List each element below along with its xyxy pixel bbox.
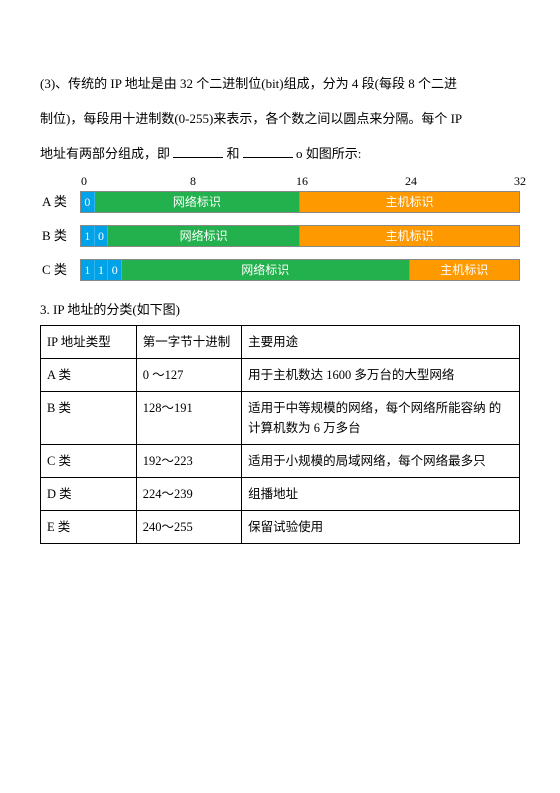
blank-1 <box>173 145 223 158</box>
table-row: D 类224〜239组播地址 <box>41 478 520 511</box>
paragraph-1: (3)、传统的 IP 地址是由 32 个二进制位(bit)组成，分为 4 段(每… <box>40 73 520 95</box>
document-page: (3)、传统的 IP 地址是由 32 个二进制位(bit)组成，分为 4 段(每… <box>0 0 560 584</box>
table-cell: 224〜239 <box>136 478 241 511</box>
diagram-row: B 类10网络标识主机标识 <box>40 223 520 249</box>
table-row: C 类192〜223适用于小规模的局域网络，每个网络最多只 <box>41 445 520 478</box>
table-cell: 适用于中等规模的网络，每个网络所能容纳 的计算机数为 6 万多台 <box>242 392 520 445</box>
table-header-cell: IP 地址类型 <box>41 326 137 359</box>
table-cell: C 类 <box>41 445 137 478</box>
table-cell: E 类 <box>41 511 137 544</box>
p3-mid: 和 <box>227 146 240 161</box>
table-cell: 192〜223 <box>136 445 241 478</box>
table-cell: 0 〜127 <box>136 359 241 392</box>
diagram-segment: 0 <box>81 192 95 212</box>
diagram-row-label: A 类 <box>40 191 80 213</box>
table-header-cell: 主要用途 <box>242 326 520 359</box>
table-cell: 用于主机数达 1600 多万台的大型网络 <box>242 359 520 392</box>
diagram-segment: 0 <box>108 260 122 280</box>
table-cell: 128〜191 <box>136 392 241 445</box>
diagram-segment: 0 <box>95 226 109 246</box>
table-cell: B 类 <box>41 392 137 445</box>
paragraph-2: 制位)，每段用十进制数(0-255)来表示，各个数之间以圆点来分隔。每个 IP <box>40 108 520 130</box>
table-cell: A 类 <box>41 359 137 392</box>
diagram-segment: 1 <box>95 260 109 280</box>
ruler-tick: 8 <box>190 171 196 191</box>
diagram-bar: 10网络标识主机标识 <box>80 225 520 247</box>
diagram-segment: 主机标识 <box>410 260 520 280</box>
diagram-ruler: 08162432 <box>84 171 520 189</box>
ruler-tick: 32 <box>514 171 526 191</box>
ruler-tick: 24 <box>405 171 417 191</box>
table-header-row: IP 地址类型 第一字节十进制 主要用途 <box>41 326 520 359</box>
diagram-segment: 1 <box>81 226 95 246</box>
diagram-row-label: C 类 <box>40 259 80 281</box>
ip-class-table: IP 地址类型 第一字节十进制 主要用途 A 类0 〜127用于主机数达 160… <box>40 325 520 544</box>
diagram-bar: 110网络标识主机标识 <box>80 259 520 281</box>
diagram-bar: 0网络标识主机标识 <box>80 191 520 213</box>
table-row: A 类0 〜127用于主机数达 1600 多万台的大型网络 <box>41 359 520 392</box>
diagram-segment: 网络标识 <box>108 226 300 246</box>
table-cell: 保留试验使用 <box>242 511 520 544</box>
p3-suffix: o 如图所示: <box>296 146 361 161</box>
table-caption: 3. IP 地址的分类(如下图) <box>40 299 520 321</box>
diagram-row: C 类110网络标识主机标识 <box>40 257 520 283</box>
table-cell: 适用于小规模的局域网络，每个网络最多只 <box>242 445 520 478</box>
ip-class-diagram: 08162432 A 类0网络标识主机标识B 类10网络标识主机标识C 类110… <box>40 171 520 283</box>
diagram-row-label: B 类 <box>40 225 80 247</box>
diagram-segment: 1 <box>81 260 95 280</box>
diagram-segment: 主机标识 <box>300 226 519 246</box>
table-cell: 240〜255 <box>136 511 241 544</box>
table-cell: 组播地址 <box>242 478 520 511</box>
ruler-tick: 16 <box>296 171 308 191</box>
table-cell: D 类 <box>41 478 137 511</box>
table-row: E 类240〜255保留试验使用 <box>41 511 520 544</box>
table-row: B 类128〜191适用于中等规模的网络，每个网络所能容纳 的计算机数为 6 万… <box>41 392 520 445</box>
diagram-segment: 网络标识 <box>95 192 300 212</box>
p3-prefix: 地址有两部分组成，即 <box>40 146 170 161</box>
table-header-cell: 第一字节十进制 <box>136 326 241 359</box>
paragraph-3: 地址有两部分组成，即 和 o 如图所示: <box>40 143 520 165</box>
diagram-segment: 主机标识 <box>300 192 519 212</box>
ruler-tick: 0 <box>81 171 87 191</box>
diagram-segment: 网络标识 <box>122 260 409 280</box>
diagram-row: A 类0网络标识主机标识 <box>40 189 520 215</box>
blank-2 <box>243 145 293 158</box>
